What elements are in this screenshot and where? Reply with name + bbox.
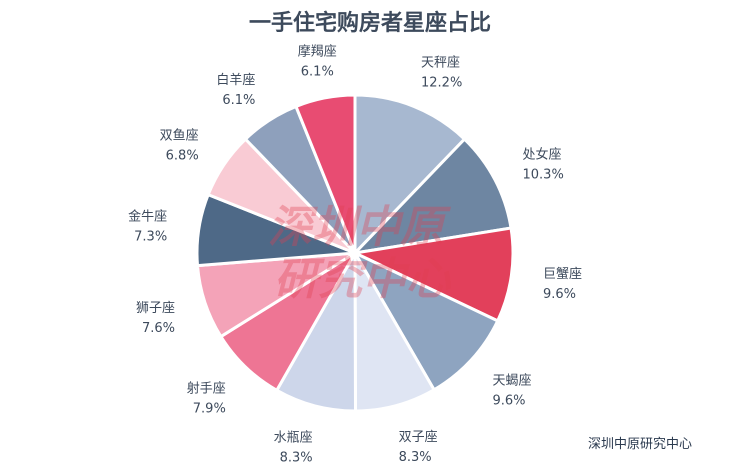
pie-slice (353, 226, 515, 323)
slice-label: 天秤座 (421, 55, 460, 70)
slice-label: 水瓶座 (274, 431, 313, 446)
slice-value-label: 7.9% (193, 402, 226, 417)
slice-value-label: 10.3% (523, 167, 564, 182)
slice-labels: 天秤座 12.2% 处女座 10.3% 巨蟹座 9.6% 天蝎座 9.6% 双子座 8.3% 水瓶座… (128, 44, 582, 466)
slice-label: 天蝎座 (493, 373, 532, 388)
pie-slices (195, 93, 515, 413)
slice-value-label: 7.3% (134, 230, 167, 245)
source-note: 深圳中原研究中心 (588, 437, 692, 452)
slice-label: 摩羯座 (298, 44, 337, 60)
pie-slice (353, 137, 513, 255)
slice-label: 射手座 (187, 381, 226, 397)
slice-value-label: 12.2% (421, 75, 462, 90)
slice-value-label: 7.6% (142, 321, 175, 336)
slice-value-label: 6.8% (166, 149, 199, 164)
watermark-line-2: 研究中心 (274, 254, 452, 305)
watermark: 深圳中原 研究中心 (268, 202, 452, 305)
slice-label: 双鱼座 (160, 128, 199, 144)
slice-value-label: 9.6% (493, 393, 526, 408)
slice-label: 金牛座 (128, 209, 167, 225)
slice-value-label: 9.6% (543, 287, 576, 302)
watermark-line-1: 深圳中原 (268, 202, 452, 253)
slice-label: 巨蟹座 (543, 267, 582, 282)
pie-slice (353, 251, 500, 392)
slice-label: 处女座 (523, 146, 562, 162)
slice-label: 白羊座 (216, 72, 255, 88)
pie-slice (353, 93, 467, 255)
slice-value-label: 8.3% (399, 450, 432, 465)
slice-value-label: 6.1% (301, 65, 334, 80)
slice-value-label: 6.1% (222, 93, 255, 108)
slice-label: 狮子座 (136, 301, 175, 316)
pie-slice (294, 93, 357, 255)
slice-label: 双子座 (399, 430, 438, 445)
slice-value-label: 8.3% (280, 451, 313, 466)
chart-title: 一手住宅购房者星座占比 (249, 10, 491, 36)
